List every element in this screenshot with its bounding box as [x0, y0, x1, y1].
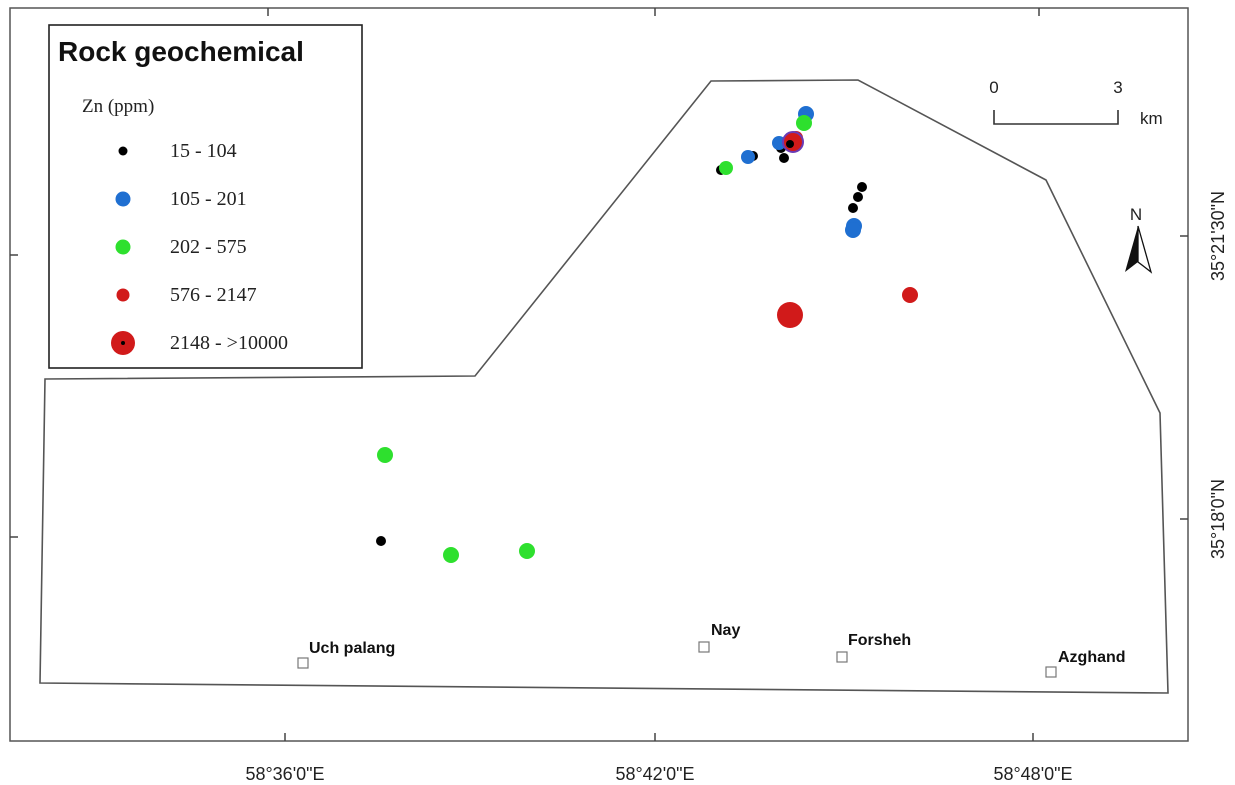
place-marker-icon	[1045, 666, 1057, 678]
legend-swatch-icon	[116, 288, 130, 302]
legend-box	[48, 24, 363, 369]
y-tick-label: 35°18'0"N	[1208, 479, 1228, 559]
scale-bar-line	[993, 110, 1119, 125]
legend-item-label: 576 - 2147	[170, 284, 257, 306]
sample-point	[848, 203, 858, 213]
sample-point	[777, 302, 803, 328]
legend-subtitle: Zn (ppm)	[82, 96, 154, 117]
sample-point	[377, 447, 393, 463]
x-tick-label: 58°36'0"E	[245, 764, 324, 784]
north-arrow-icon	[1125, 225, 1153, 274]
legend-item-label: 202 - 575	[170, 236, 247, 258]
sample-point	[719, 161, 733, 175]
scale-bar: 0 3 km	[989, 78, 1162, 128]
sample-point	[786, 140, 794, 148]
sample-point	[857, 182, 867, 192]
y-tick-label: 35°21'30"N	[1208, 191, 1228, 281]
legend-swatch-center-icon	[121, 341, 125, 345]
place-label: Nay	[711, 622, 740, 639]
legend-item-label: 2148 - >10000	[170, 332, 288, 354]
sample-point	[443, 547, 459, 563]
scale-end-label: 3	[1113, 78, 1122, 97]
legend-swatch-icon	[115, 191, 131, 207]
sample-point	[853, 192, 863, 202]
legend-title: Rock geochemical	[58, 36, 304, 67]
place-marker-icon	[297, 657, 309, 669]
place-label: Uch palang	[309, 640, 395, 657]
place-label: Forsheh	[848, 632, 911, 649]
scale-unit-label: km	[1140, 109, 1163, 128]
sample-point	[519, 543, 535, 559]
sample-point	[376, 536, 386, 546]
frame-ticks	[10, 8, 1188, 741]
x-tick-label: 58°42'0"E	[615, 764, 694, 784]
legend-item-label: 105 - 201	[170, 188, 247, 210]
sample-point	[845, 222, 861, 238]
places: Uch palang Nay Forsheh Azghand	[297, 622, 1126, 678]
scale-start-label: 0	[989, 78, 998, 97]
sample-point	[779, 153, 789, 163]
sample-points	[376, 106, 918, 563]
north-arrow: N	[1125, 205, 1153, 274]
sample-point	[902, 287, 918, 303]
sample-point	[796, 115, 812, 131]
sample-point	[741, 150, 755, 164]
legend-item-label: 15 - 104	[170, 140, 237, 162]
x-tick-label: 58°48'0"E	[993, 764, 1072, 784]
legend: Rock geochemical Zn (ppm) 15 - 104 105 - …	[48, 24, 363, 369]
place-label: Azghand	[1058, 649, 1126, 666]
place-marker-icon	[698, 641, 710, 653]
study-area-boundary	[39, 79, 1169, 694]
legend-swatch-icon	[118, 146, 128, 156]
north-label: N	[1130, 205, 1142, 224]
place-marker-icon	[836, 651, 848, 663]
legend-swatch-icon	[115, 239, 131, 255]
